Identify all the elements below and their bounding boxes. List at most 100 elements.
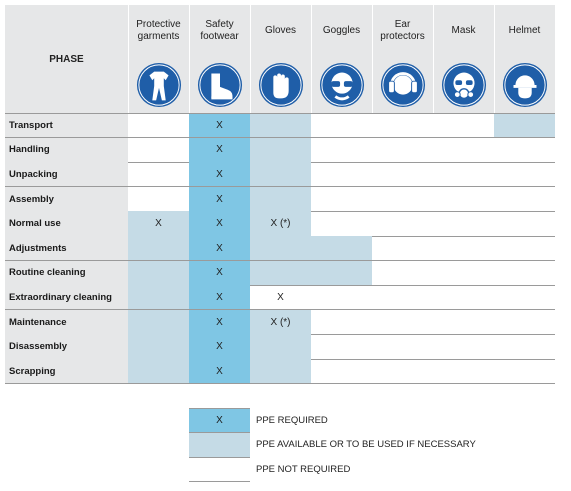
column-header-label: Helmet xyxy=(508,25,541,36)
ear-protectors-icon xyxy=(380,62,426,108)
column-separator xyxy=(311,5,312,113)
legend-label: PPE REQUIRED xyxy=(256,414,328,426)
row-phase-label: Adjustments xyxy=(5,236,128,261)
legend-label: PPE AVAILABLE OR TO BE USED IF NECESSARY xyxy=(256,439,476,451)
row-divider xyxy=(5,284,555,286)
cell-mark: X xyxy=(216,218,223,230)
table-cell xyxy=(372,211,433,236)
cell-mark: X xyxy=(277,291,284,303)
table-cell: X xyxy=(189,285,250,310)
table-cell: X xyxy=(189,236,250,261)
table-cell xyxy=(433,261,494,286)
table-cell xyxy=(433,334,494,359)
legend-mark: X xyxy=(216,414,223,426)
goggles-icon xyxy=(319,62,365,108)
row-phase-label: Maintenance xyxy=(5,309,128,335)
table-cell xyxy=(128,359,189,384)
column-header-label: Safety footwear xyxy=(200,19,239,42)
row-phase-label: Extraordinary cleaning xyxy=(5,285,128,310)
column-header: Helmet xyxy=(494,5,555,57)
table-cell xyxy=(128,334,189,359)
table-cell xyxy=(372,113,433,138)
row-phase-label: Handling xyxy=(5,137,128,163)
table-cell xyxy=(372,359,433,384)
column-separator xyxy=(494,5,495,113)
table-cell xyxy=(128,285,189,310)
table-cell xyxy=(494,113,555,138)
table-cell xyxy=(494,359,555,384)
table-cell xyxy=(433,236,494,261)
column-header-label: Goggles xyxy=(322,25,361,36)
table-cell: X xyxy=(189,113,250,138)
table-cell xyxy=(433,187,494,212)
table-cell xyxy=(311,113,372,138)
column-icon-cell xyxy=(372,57,433,113)
table-cell xyxy=(128,187,189,212)
table-cell: X xyxy=(189,186,250,212)
column-header-label: Ear protectors xyxy=(380,19,425,42)
table-cell: X xyxy=(189,334,250,359)
row-phase-label: Disassembly xyxy=(5,334,128,359)
column-icon-cell xyxy=(128,57,189,113)
table-cell xyxy=(433,310,494,335)
row-divider xyxy=(5,112,555,114)
table-cell xyxy=(250,359,311,384)
table-cell: X xyxy=(189,359,250,384)
table-cell xyxy=(128,162,189,187)
cell-mark: X xyxy=(216,144,223,156)
table-cell xyxy=(311,359,372,384)
table-cell xyxy=(494,138,555,163)
table-cell xyxy=(372,261,433,286)
legend-swatch xyxy=(189,457,250,482)
protective-garments-icon xyxy=(136,62,182,108)
row-divider xyxy=(5,383,555,385)
table-cell xyxy=(372,334,433,359)
helmet-icon xyxy=(502,62,548,108)
phase-header: PHASE xyxy=(5,5,128,113)
table-cell: X xyxy=(250,285,311,310)
legend-divider xyxy=(189,481,250,482)
table-cell xyxy=(128,138,189,163)
column-header-label: Protective garments xyxy=(136,19,181,42)
legend-divider xyxy=(189,456,250,458)
cell-mark: X xyxy=(216,242,223,254)
table-cell: X xyxy=(189,260,250,286)
column-separator xyxy=(128,5,129,113)
table-cell xyxy=(372,285,433,310)
table-cell xyxy=(494,187,555,212)
safety-footwear-icon xyxy=(197,62,243,108)
row-phase-label: Routine cleaning xyxy=(5,260,128,286)
table-cell xyxy=(433,113,494,138)
table-cell xyxy=(372,162,433,187)
column-header: Gloves xyxy=(250,5,311,57)
column-separator xyxy=(433,5,434,113)
table-cell: X xyxy=(189,137,250,163)
table-cell xyxy=(128,236,189,261)
column-header: Mask xyxy=(433,5,494,57)
table-cell xyxy=(128,260,189,286)
table-cell xyxy=(433,285,494,310)
legend-divider xyxy=(189,407,250,409)
table-cell xyxy=(494,236,555,261)
table-cell xyxy=(250,137,311,163)
cell-mark: X xyxy=(216,119,223,131)
table-cell xyxy=(128,113,189,138)
column-header: Protective garments xyxy=(128,5,189,57)
table-cell xyxy=(372,236,433,261)
column-icon-cell xyxy=(433,57,494,113)
table-cell xyxy=(250,113,311,138)
column-icon-cell xyxy=(311,57,372,113)
table-cell: X xyxy=(189,162,250,187)
legend-swatch xyxy=(189,432,250,457)
column-header-label: Gloves xyxy=(264,25,297,36)
row-phase-label: Assembly xyxy=(5,186,128,212)
table-cell xyxy=(311,310,372,335)
row-phase-label: Transport xyxy=(5,113,128,138)
table-cell: X xyxy=(189,211,250,236)
table-cell xyxy=(433,162,494,187)
table-cell: X xyxy=(189,309,250,335)
table-cell xyxy=(311,162,372,187)
table-cell xyxy=(311,334,372,359)
table-cell xyxy=(311,285,372,310)
legend-label: PPE NOT REQUIRED xyxy=(256,463,351,475)
